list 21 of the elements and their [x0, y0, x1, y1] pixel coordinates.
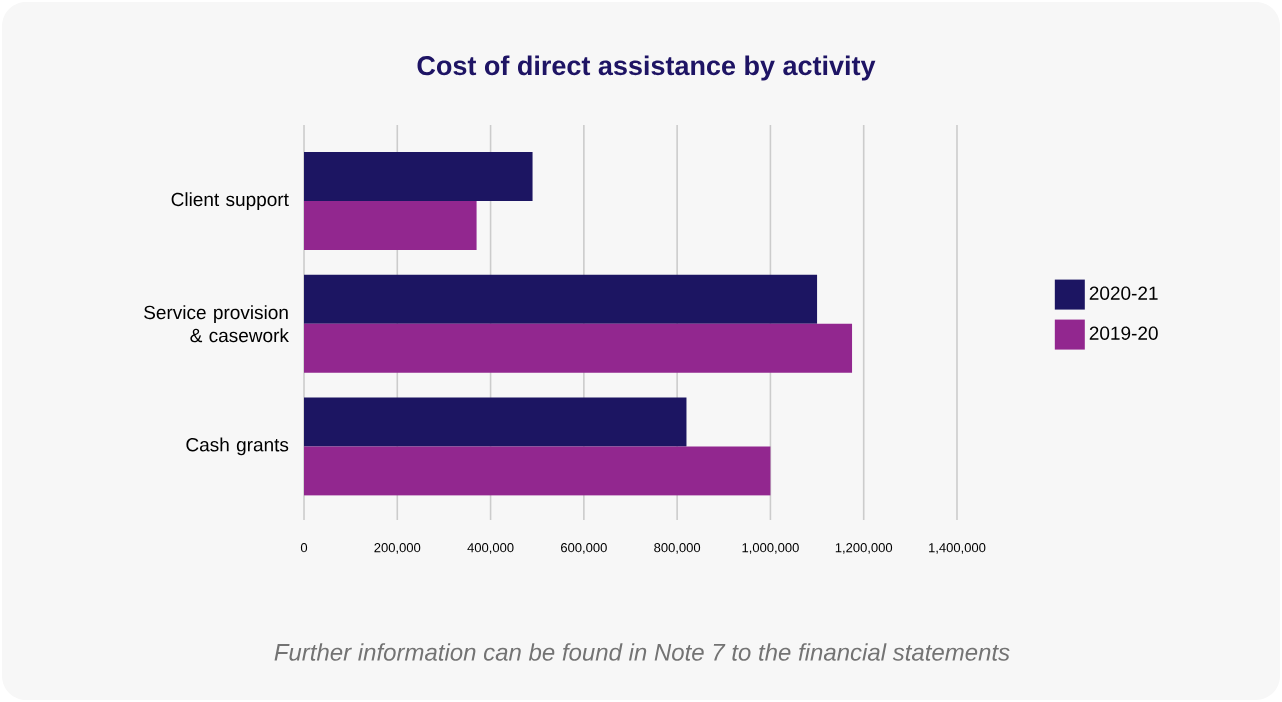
x-tick-label: 1,200,000	[835, 543, 893, 554]
x-tick-label: 800,000	[654, 543, 701, 554]
x-tick-label: 400,000	[467, 543, 514, 554]
x-tick-label: 600,000	[561, 543, 607, 554]
x-tick-label: 1,000,000	[742, 543, 799, 554]
chart-title: Cost of direct assistance by activity	[417, 55, 876, 81]
legend-label: 2020-21	[1089, 286, 1158, 300]
bar	[304, 201, 477, 251]
x-tick-label: 0	[300, 543, 308, 553]
bar	[304, 152, 533, 202]
bar	[304, 397, 687, 447]
text: Further information can be found in Note 7 to the financial statements	[274, 643, 1010, 661]
y-tick-label: Cash grants	[186, 437, 289, 456]
y-tick-label: Service provision & casework	[144, 305, 289, 343]
y-tick-label: Client support	[171, 192, 289, 210]
x-tick-label: 1,400,000	[929, 543, 986, 554]
bar	[304, 446, 771, 496]
x-tick-label: 200,000	[374, 543, 421, 554]
legend-label: 2019-20	[1089, 326, 1158, 340]
bar	[304, 274, 818, 324]
bar	[304, 323, 853, 373]
